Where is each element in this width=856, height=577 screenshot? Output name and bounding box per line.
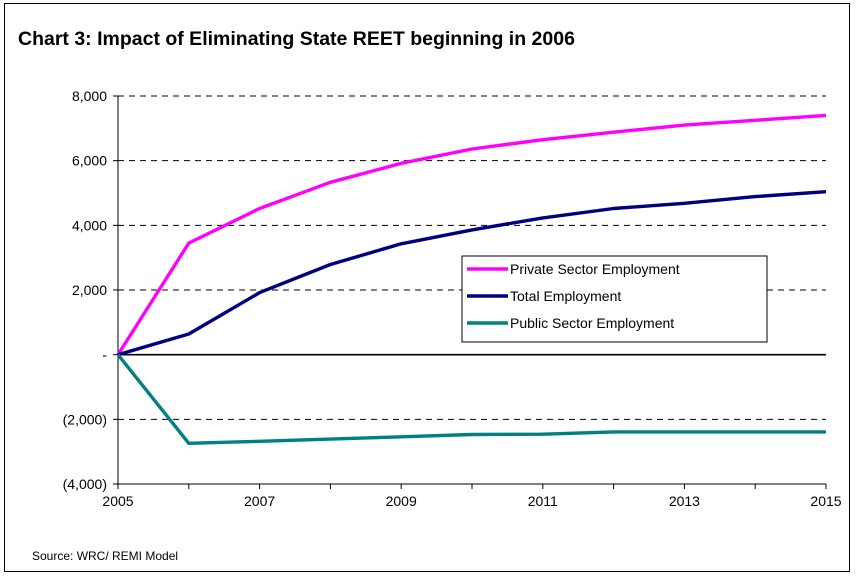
series-line-2 <box>116 353 826 445</box>
y-tick-label-3: 2,000 <box>72 282 107 298</box>
x-tick-label-5: 2015 <box>810 493 841 509</box>
y-tick-label-0: 8,000 <box>72 88 107 104</box>
y-tick-labels: 8,000 6,000 4,000 2,000 - (2,000) (4,000) <box>63 88 108 492</box>
legend-label-1: Total Employment <box>510 288 621 304</box>
y-tick-label-2: 4,000 <box>72 217 107 233</box>
x-tick-label-2: 2009 <box>386 493 417 509</box>
series-line-1 <box>117 190 827 357</box>
x-tick-label-1: 2007 <box>244 493 275 509</box>
y-tick-label-4: - <box>102 347 107 363</box>
y-tick-label-6: (4,000) <box>63 476 107 492</box>
axes <box>113 95 827 489</box>
legend-box <box>461 255 768 343</box>
legend-label-0: Private Sector Employment <box>510 261 680 277</box>
x-tick-label-3: 2011 <box>528 493 558 509</box>
x-tick-label-0: 2005 <box>102 493 133 509</box>
source-note: Source: WRC/ REMI Model <box>32 549 179 563</box>
series-line-0 <box>116 113 827 356</box>
x-tick-labels: 2005 2007 2009 2011 2013 2015 <box>102 493 841 509</box>
x-tick-label-4: 2013 <box>669 493 700 509</box>
chart-title: Chart 3: Impact of Eliminating State REE… <box>18 28 575 50</box>
legend: Private Sector Employment Total Employmen… <box>461 255 768 343</box>
legend-label-2: Public Sector Employment <box>510 315 674 331</box>
series-lines <box>116 113 827 445</box>
y-tick-label-5: (2,000) <box>63 411 107 427</box>
y-tick-label-1: 6,000 <box>72 153 107 169</box>
